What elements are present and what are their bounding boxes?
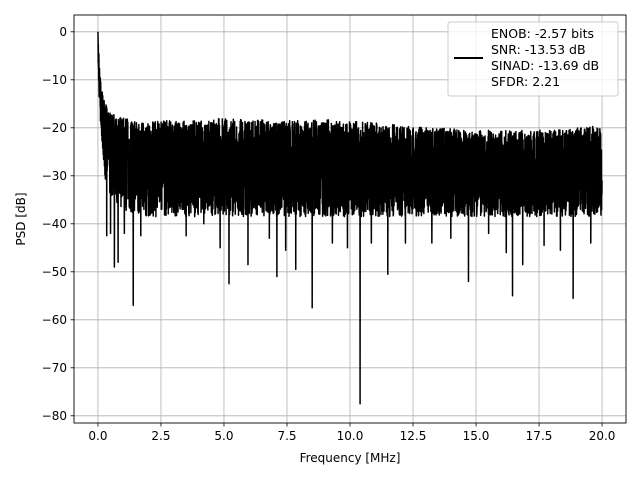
x-tick-label: 20.0 xyxy=(589,429,616,443)
x-tick-label: 5.0 xyxy=(214,429,233,443)
x-tick-label: 0.0 xyxy=(88,429,107,443)
legend: ENOB: -2.57 bits SNR: -13.53 dB SINAD: -… xyxy=(447,21,619,97)
y-tick-label: −40 xyxy=(42,217,67,231)
x-tick-label: 17.5 xyxy=(526,429,553,443)
y-tick-label: −50 xyxy=(42,265,67,279)
series-group xyxy=(97,31,603,405)
y-tick-label: −20 xyxy=(42,121,67,135)
x-tick-label: 7.5 xyxy=(277,429,296,443)
y-tick-label: −60 xyxy=(42,313,67,327)
x-tick-label: 15.0 xyxy=(463,429,490,443)
y-tick-label: −80 xyxy=(42,409,67,423)
x-tick-label: 12.5 xyxy=(400,429,427,443)
x-tick-label: 10.0 xyxy=(337,429,364,443)
legend-sinad: SINAD: -13.69 dB xyxy=(491,58,599,73)
x-axis-label: Frequency [MHz] xyxy=(300,451,401,465)
legend-box xyxy=(447,21,619,97)
legend-sfdr: SFDR: 2.21 xyxy=(491,74,560,89)
x-tick-label: 2.5 xyxy=(151,429,170,443)
legend-snr: SNR: -13.53 dB xyxy=(491,42,586,57)
x-axis-ticks: 0.0 2.5 5.0 7.5 10.0 12.5 15.0 17.5 20.0 xyxy=(88,423,615,443)
y-axis-ticks: 0 −10 −20 −30 −40 −50 −60 −70 −80 xyxy=(42,25,74,423)
psd-series-line xyxy=(97,31,603,405)
y-tick-label: −30 xyxy=(42,169,67,183)
y-axis-label: PSD [dB] xyxy=(14,192,28,245)
y-tick-label: 0 xyxy=(59,25,67,39)
y-tick-label: −70 xyxy=(42,361,67,375)
y-tick-label: −10 xyxy=(42,73,67,87)
legend-enob: ENOB: -2.57 bits xyxy=(491,26,594,41)
